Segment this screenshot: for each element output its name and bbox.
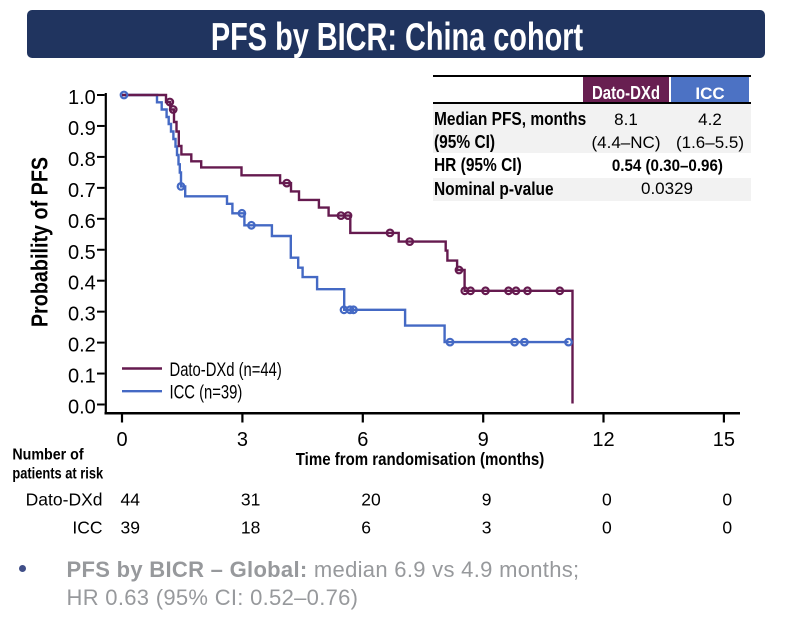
svg-text:0.5: 0.5: [68, 242, 96, 264]
svg-text:12: 12: [592, 429, 614, 451]
svg-text:44: 44: [121, 490, 141, 510]
svg-text:0: 0: [722, 490, 732, 510]
svg-text:3: 3: [482, 518, 492, 538]
svg-text:0: 0: [722, 518, 732, 538]
svg-text:Probability of PFS: Probability of PFS: [27, 157, 53, 327]
svg-text:0.2: 0.2: [68, 335, 96, 357]
svg-text:0.1: 0.1: [68, 366, 96, 388]
svg-text:0.6: 0.6: [68, 211, 96, 233]
svg-text:3: 3: [237, 429, 248, 451]
svg-text:0.9: 0.9: [68, 118, 96, 140]
svg-text:0.8: 0.8: [68, 149, 96, 171]
svg-text:0.7: 0.7: [68, 180, 96, 202]
svg-text:Time from randomisation (month: Time from randomisation (months): [296, 450, 545, 469]
svg-text:6: 6: [361, 518, 371, 538]
svg-text:9: 9: [482, 490, 492, 510]
svg-text:ICC: ICC: [72, 518, 102, 538]
svg-text:0: 0: [602, 518, 612, 538]
svg-text:1.0: 1.0: [68, 87, 96, 109]
svg-text:39: 39: [121, 518, 140, 538]
svg-text:patients at risk: patients at risk: [12, 466, 103, 483]
svg-text:0.4: 0.4: [68, 273, 96, 295]
svg-text:Dato-DXd (n=44): Dato-DXd (n=44): [170, 359, 282, 380]
svg-text:0.0: 0.0: [68, 397, 96, 419]
svg-text:Number of: Number of: [12, 447, 83, 464]
svg-text:9: 9: [478, 429, 489, 451]
svg-text:15: 15: [713, 429, 735, 451]
svg-text:0.3: 0.3: [68, 304, 96, 326]
svg-text:0: 0: [602, 490, 612, 510]
svg-text:18: 18: [241, 518, 260, 538]
svg-text:6: 6: [357, 429, 368, 451]
svg-text:0: 0: [116, 429, 127, 451]
svg-text:31: 31: [241, 490, 260, 510]
svg-text:20: 20: [361, 490, 381, 510]
svg-text:ICC (n=39): ICC (n=39): [170, 382, 243, 403]
svg-text:Dato-DXd: Dato-DXd: [26, 490, 103, 510]
